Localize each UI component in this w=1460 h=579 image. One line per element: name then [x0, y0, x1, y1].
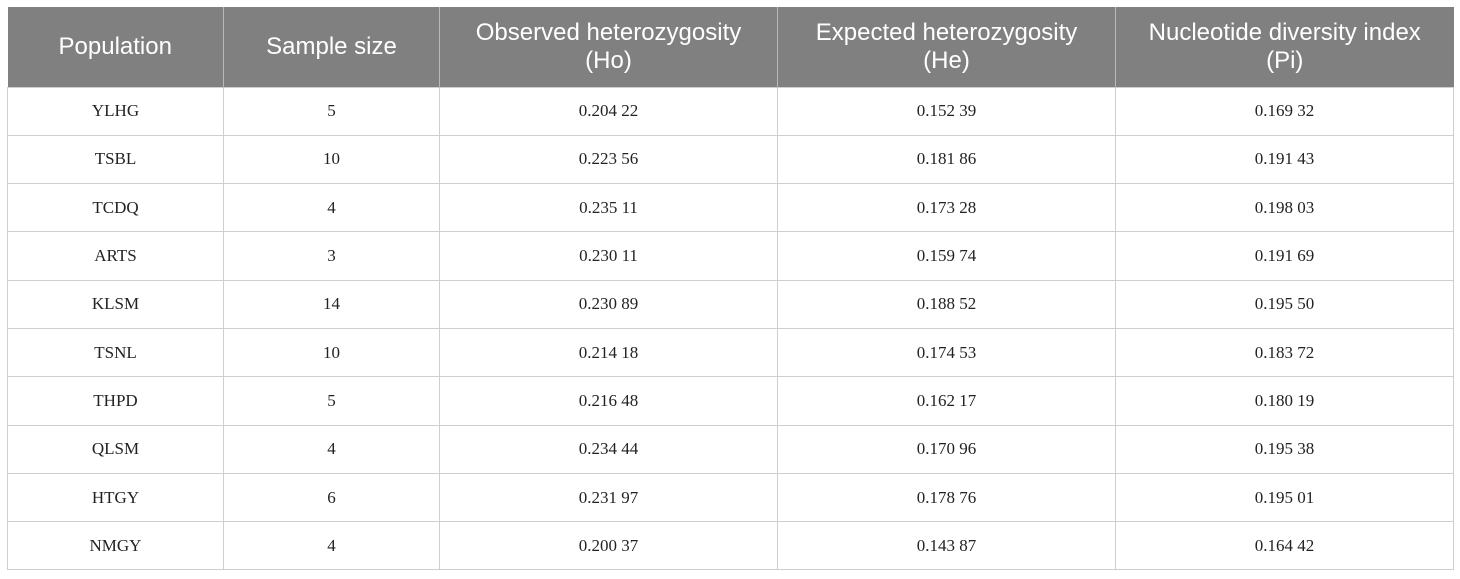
pi-cell: 0.191 69	[1115, 231, 1454, 281]
he-cell: 0.152 39	[777, 86, 1116, 136]
pi-cell: 0.195 38	[1115, 424, 1454, 474]
sample-size-cell: 5	[223, 376, 440, 426]
he-cell: 0.178 76	[777, 472, 1116, 523]
table-row: HTGY 6 0.231 97 0.178 76 0.195 01	[7, 472, 1454, 523]
header-sample-size-label: Sample size	[266, 32, 397, 60]
header-sample-size: Sample size	[223, 7, 440, 87]
pi-cell: 0.198 03	[1115, 183, 1454, 233]
sample-size-cell: 5	[223, 86, 440, 136]
population-cell: KLSM	[7, 279, 224, 329]
sample-size-cell: 10	[223, 134, 440, 185]
pi-cell: 0.169 32	[1115, 86, 1454, 136]
he-cell: 0.170 96	[777, 424, 1116, 474]
pi-cell: 0.195 01	[1115, 472, 1454, 523]
table-row: QLSM 4 0.234 44 0.170 96 0.195 38	[7, 424, 1454, 474]
header-nucleotide-diversity-abbr: (Pi)	[1266, 46, 1304, 74]
ho-cell: 0.230 11	[439, 231, 778, 281]
header-observed-heterozygosity-abbr: (Ho)	[585, 46, 632, 74]
sample-size-cell: 14	[223, 279, 440, 329]
he-cell: 0.174 53	[777, 327, 1116, 378]
table-row: TCDQ 4 0.235 11 0.173 28 0.198 03	[7, 183, 1454, 233]
table-row: KLSM 14 0.230 89 0.188 52 0.195 50	[7, 279, 1454, 329]
sample-size-cell: 4	[223, 183, 440, 233]
ho-cell: 0.214 18	[439, 327, 778, 378]
pi-cell: 0.180 19	[1115, 376, 1454, 426]
sample-size-cell: 4	[223, 424, 440, 474]
ho-cell: 0.231 97	[439, 472, 778, 523]
pi-cell: 0.191 43	[1115, 134, 1454, 185]
header-observed-heterozygosity: Observed heterozygosity (Ho)	[439, 7, 778, 87]
table-header: Population Sample size Observed heterozy…	[7, 7, 1454, 87]
table-row: TSNL 10 0.214 18 0.174 53 0.183 72	[7, 327, 1454, 378]
ho-cell: 0.216 48	[439, 376, 778, 426]
pi-cell: 0.195 50	[1115, 279, 1454, 329]
sample-size-cell: 6	[223, 472, 440, 523]
sample-size-cell: 10	[223, 327, 440, 378]
header-row: Population Sample size Observed heterozy…	[7, 7, 1454, 87]
ho-cell: 0.230 89	[439, 279, 778, 329]
header-population: Population	[7, 7, 224, 87]
header-observed-heterozygosity-label: Observed heterozygosity	[475, 18, 742, 46]
ho-cell: 0.200 37	[439, 521, 778, 571]
population-cell: TSBL	[7, 134, 224, 185]
table-row: YLHG 5 0.204 22 0.152 39 0.169 32	[7, 86, 1454, 136]
sample-size-cell: 3	[223, 231, 440, 281]
he-cell: 0.162 17	[777, 376, 1116, 426]
population-cell: TCDQ	[7, 183, 224, 233]
sample-size-cell: 4	[223, 521, 440, 571]
ho-cell: 0.223 56	[439, 134, 778, 185]
he-cell: 0.181 86	[777, 134, 1116, 185]
pi-cell: 0.183 72	[1115, 327, 1454, 378]
header-expected-heterozygosity-abbr: (He)	[923, 46, 970, 74]
population-cell: YLHG	[7, 86, 224, 136]
pi-cell: 0.164 42	[1115, 521, 1454, 571]
ho-cell: 0.235 11	[439, 183, 778, 233]
population-cell: THPD	[7, 376, 224, 426]
table-body: YLHG 5 0.204 22 0.152 39 0.169 32 TSBL 10 0.223…	[7, 86, 1454, 571]
table-row: THPD 5 0.216 48 0.162 17 0.180 19	[7, 376, 1454, 426]
header-nucleotide-diversity: Nucleotide diversity index (Pi)	[1115, 7, 1454, 87]
he-cell: 0.159 74	[777, 231, 1116, 281]
population-cell: HTGY	[7, 472, 224, 523]
heterozygosity-table: Population Sample size Observed heterozy…	[7, 7, 1454, 571]
table-row: TSBL 10 0.223 56 0.181 86 0.191 43	[7, 134, 1454, 185]
header-population-label: Population	[58, 32, 172, 60]
population-cell: NMGY	[7, 521, 224, 571]
ho-cell: 0.234 44	[439, 424, 778, 474]
header-nucleotide-diversity-label: Nucleotide diversity index	[1148, 18, 1421, 46]
header-expected-heterozygosity: Expected heterozygosity (He)	[777, 7, 1116, 87]
he-cell: 0.173 28	[777, 183, 1116, 233]
population-cell: QLSM	[7, 424, 224, 474]
population-cell: TSNL	[7, 327, 224, 378]
table-row: NMGY 4 0.200 37 0.143 87 0.164 42	[7, 521, 1454, 571]
table-row: ARTS 3 0.230 11 0.159 74 0.191 69	[7, 231, 1454, 281]
ho-cell: 0.204 22	[439, 86, 778, 136]
he-cell: 0.143 87	[777, 521, 1116, 571]
population-cell: ARTS	[7, 231, 224, 281]
he-cell: 0.188 52	[777, 279, 1116, 329]
header-expected-heterozygosity-label: Expected heterozygosity	[815, 18, 1078, 46]
